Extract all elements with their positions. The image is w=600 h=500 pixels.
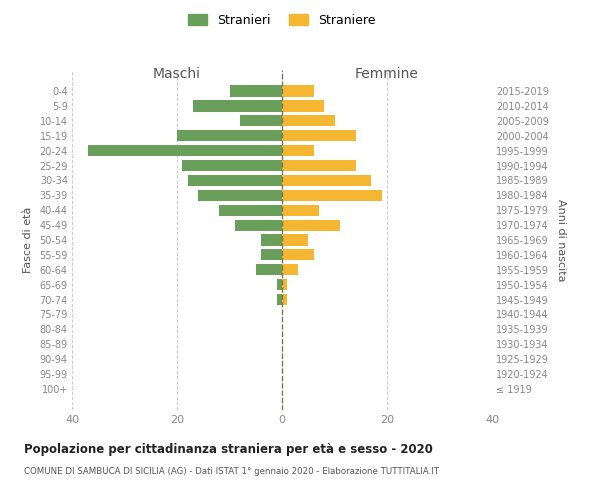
Bar [282, 145, 314, 156]
Bar [282, 130, 355, 141]
Text: COMUNE DI SAMBUCA DI SICILIA (AG) - Dati ISTAT 1° gennaio 2020 - Elaborazione TU: COMUNE DI SAMBUCA DI SICILIA (AG) - Dati… [24, 468, 439, 476]
Bar [219, 204, 282, 216]
Bar [198, 190, 282, 201]
Bar [193, 100, 282, 112]
Text: Femmine: Femmine [355, 66, 419, 80]
Bar [235, 220, 282, 230]
Bar [277, 294, 282, 305]
Bar [282, 190, 382, 201]
Y-axis label: Fasce di età: Fasce di età [23, 207, 32, 273]
Bar [261, 234, 282, 246]
Bar [282, 250, 314, 260]
Bar [88, 145, 282, 156]
Bar [282, 160, 355, 171]
Bar [177, 130, 282, 141]
Bar [282, 115, 335, 126]
Bar [282, 175, 371, 186]
Bar [282, 264, 298, 276]
Bar [261, 250, 282, 260]
Text: Maschi: Maschi [153, 66, 201, 80]
Bar [282, 234, 308, 246]
Bar [282, 204, 319, 216]
Legend: Stranieri, Straniere: Stranieri, Straniere [184, 8, 380, 32]
Bar [229, 86, 282, 96]
Bar [282, 294, 287, 305]
Bar [282, 279, 287, 290]
Bar [277, 279, 282, 290]
Bar [182, 160, 282, 171]
Y-axis label: Anni di nascita: Anni di nascita [556, 198, 566, 281]
Bar [282, 100, 324, 112]
Bar [256, 264, 282, 276]
Bar [282, 86, 314, 96]
Bar [282, 220, 340, 230]
Bar [187, 175, 282, 186]
Bar [240, 115, 282, 126]
Text: Popolazione per cittadinanza straniera per età e sesso - 2020: Popolazione per cittadinanza straniera p… [24, 442, 433, 456]
